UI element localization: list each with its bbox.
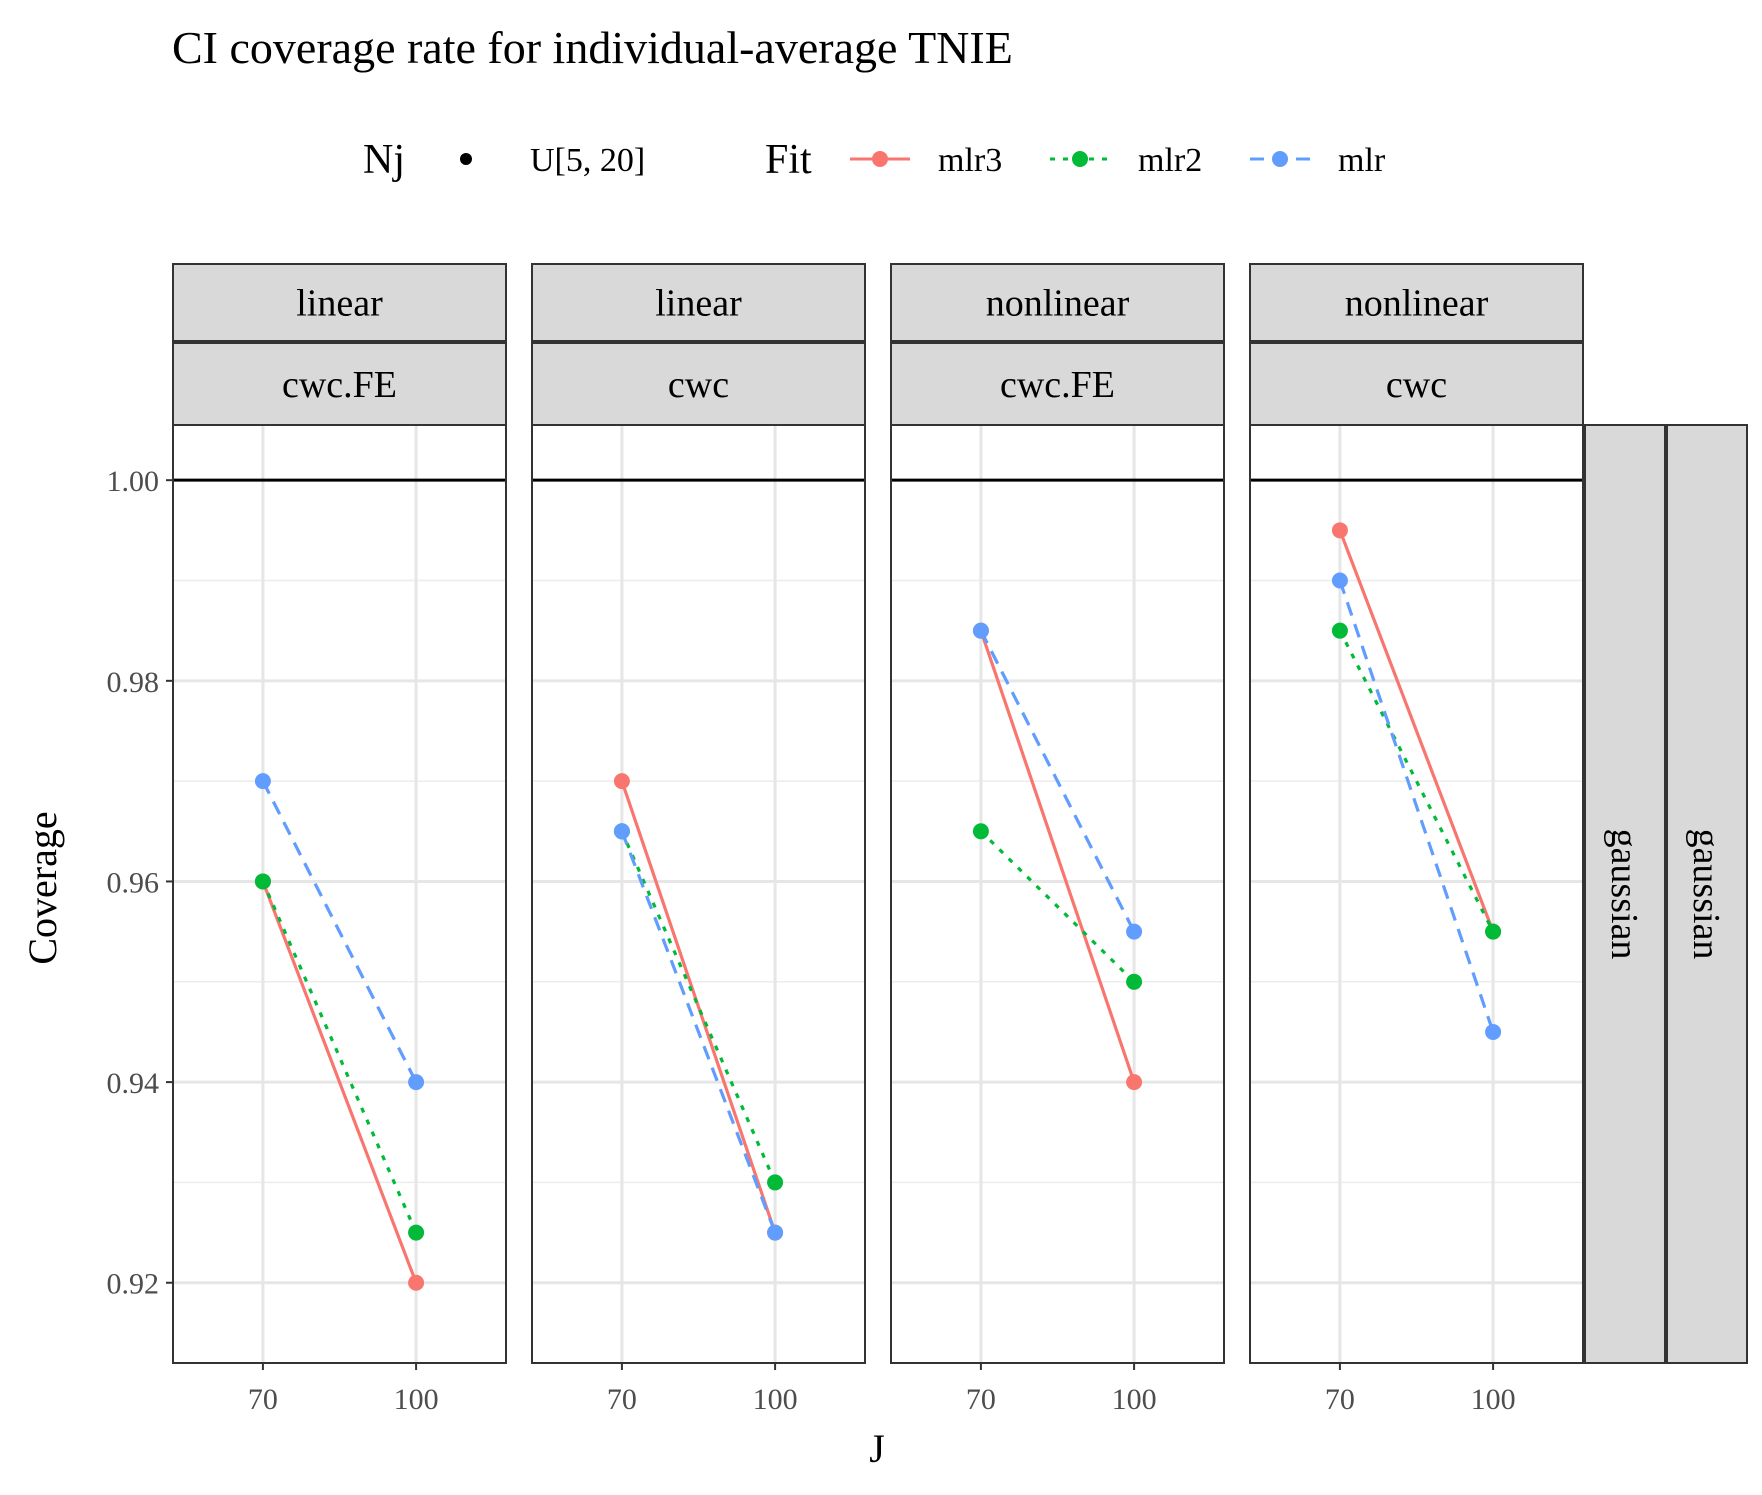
panel-4: nonlinear cwc 70 100 — [1249, 263, 1584, 1416]
panel-strip-bottom-label: cwc — [668, 364, 729, 406]
x-tick-label: 100 — [1112, 1383, 1157, 1416]
panel-strip-bottom — [531, 342, 866, 426]
legend-key-point-mlr2 — [1072, 151, 1088, 167]
panel-strip-bottom-label: cwc.FE — [282, 364, 397, 406]
legend-key-point-mlr — [1272, 151, 1288, 167]
row-strip-label: gaussian — [1685, 829, 1727, 960]
panel-background — [532, 425, 865, 1363]
y-tick-label: 0.94 — [107, 1067, 160, 1100]
legend-label-mlr2: mlr2 — [1138, 142, 1202, 179]
series-line-mlr — [620, 830, 777, 1234]
panel-border — [890, 424, 1225, 1364]
panel-2: linear cwc 70 100 — [531, 263, 866, 1416]
data-point-mlr — [254, 773, 271, 790]
series-line-mlr2 — [1338, 629, 1495, 933]
x-tick-label: 70 — [966, 1383, 996, 1416]
panel-strip-top-label: linear — [655, 283, 742, 325]
series-line-mlr3 — [979, 630, 1136, 1083]
x-tick-label: 100 — [753, 1383, 798, 1416]
panel-strip-top — [890, 263, 1225, 342]
panel-strip-top — [172, 263, 507, 342]
legend-label-mlr3: mlr3 — [938, 142, 1002, 179]
data-point-mlr2 — [972, 823, 989, 840]
y-tick-label: 0.96 — [107, 866, 160, 899]
data-point-mlr2 — [767, 1174, 784, 1191]
y-tick-label: 1.00 — [107, 465, 160, 498]
data-point-mlr — [1331, 572, 1348, 589]
panel-strip-bottom-label: cwc — [1386, 364, 1447, 406]
x-tick-label: 70 — [248, 1383, 278, 1416]
legend-key-point-mlr3 — [872, 151, 888, 167]
panel-strip-bottom — [172, 342, 507, 426]
panel-strip-bottom-label: cwc.FE — [1000, 364, 1115, 406]
legend-key-nj — [460, 153, 472, 165]
y-tick-label: 0.98 — [107, 666, 160, 699]
y-axis: 0.92 0.94 0.96 0.98 1.00 — [107, 465, 173, 1301]
data-point-mlr2 — [1485, 923, 1502, 940]
legend-label-mlr: mlr — [1338, 142, 1386, 179]
row-strip-label: gaussian — [1603, 829, 1645, 960]
data-point-mlr3 — [1126, 1074, 1143, 1091]
panel-strip-bottom — [1249, 342, 1584, 426]
panel-strip-top-label: nonlinear — [1345, 283, 1489, 325]
x-tick-label: 70 — [607, 1383, 637, 1416]
series-line-mlr3 — [620, 780, 777, 1234]
data-point-mlr — [972, 622, 989, 639]
data-point-mlr — [1485, 1023, 1502, 1040]
data-point-mlr3 — [1331, 522, 1348, 539]
series-line-mlr3 — [1338, 529, 1495, 933]
panel-background — [891, 425, 1224, 1363]
legend-label-nj: U[5, 20] — [530, 142, 645, 179]
x-tick-label: 100 — [394, 1383, 439, 1416]
chart-title: CI coverage rate for individual-average … — [172, 22, 1013, 73]
panel-3: nonlinear cwc.FE 70 100 — [890, 263, 1225, 1416]
data-point-mlr — [767, 1224, 784, 1241]
panel-border — [531, 424, 866, 1364]
x-tick-label: 70 — [1325, 1383, 1355, 1416]
panel-background — [1250, 425, 1583, 1363]
panel-strip-top — [531, 263, 866, 342]
panel-background — [173, 425, 506, 1363]
data-point-mlr — [613, 823, 630, 840]
data-point-mlr2 — [1331, 622, 1348, 639]
panel-strip-top-label: linear — [296, 283, 383, 325]
legend-title-nj: Nj — [363, 137, 405, 183]
data-point-mlr2 — [1126, 973, 1143, 990]
series-line-mlr2 — [979, 830, 1136, 983]
series-line-mlr — [261, 780, 418, 1083]
panel-border — [172, 424, 507, 1364]
series-line-mlr — [979, 629, 1136, 933]
row-strip — [1584, 424, 1666, 1364]
panel-strip-top-label: nonlinear — [986, 283, 1130, 325]
series-line-mlr — [1338, 579, 1495, 1033]
legend: Nj U[5, 20] Fit mlr3 mlr2 mlr — [363, 137, 1386, 183]
data-point-mlr3 — [408, 1274, 425, 1291]
panel-border — [1249, 424, 1584, 1364]
legend-title-fit: Fit — [765, 137, 812, 183]
y-tick-label: 0.92 — [107, 1268, 160, 1301]
y-axis-title: Coverage — [20, 811, 65, 964]
data-point-mlr3 — [613, 773, 630, 790]
panel-strip-top — [1249, 263, 1584, 342]
data-point-mlr — [408, 1074, 425, 1091]
row-strips: gaussian gaussian — [1584, 424, 1748, 1364]
x-tick-label: 100 — [1471, 1383, 1516, 1416]
data-point-mlr2 — [254, 873, 271, 890]
data-point-mlr2 — [408, 1224, 425, 1241]
panel-1: linear cwc.FE 70 100 — [172, 263, 507, 1416]
x-axis-title: J — [869, 1426, 885, 1471]
data-point-mlr — [1126, 923, 1143, 940]
panel-strip-bottom — [890, 342, 1225, 426]
row-strip — [1666, 424, 1748, 1364]
series-line-mlr3 — [261, 880, 418, 1284]
